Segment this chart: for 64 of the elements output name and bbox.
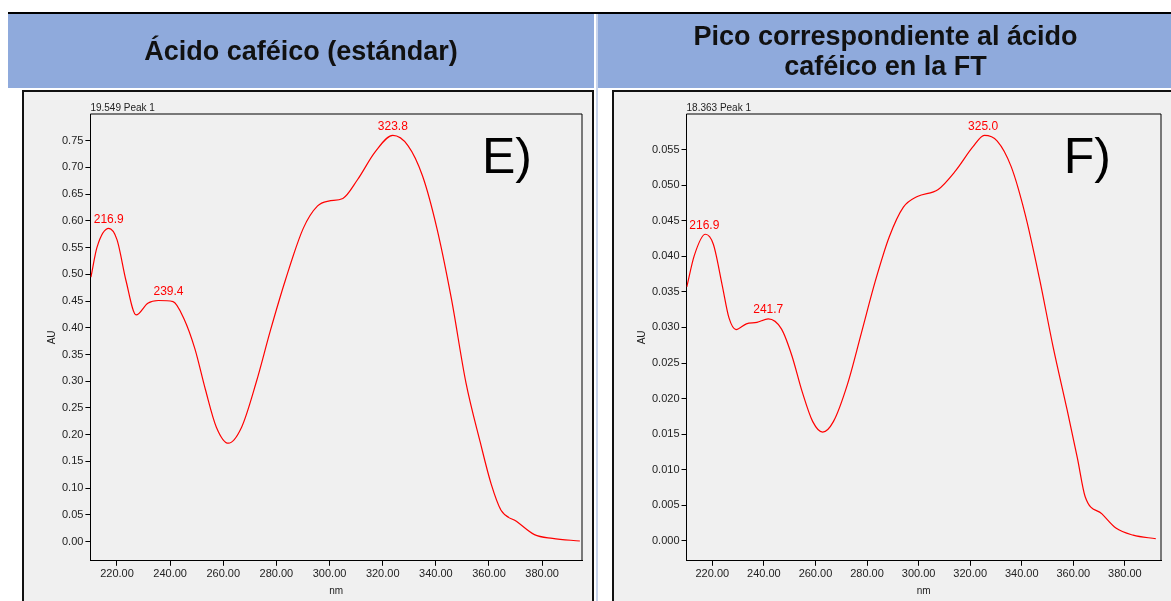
annotation: 325.0 <box>968 118 999 133</box>
x-tick-label: 220.00 <box>100 567 134 580</box>
x-tick-label: 320.00 <box>365 567 400 580</box>
x-tick-label: 360.00 <box>1056 567 1091 580</box>
x-tick-label: 280.00 <box>850 567 884 580</box>
y-tick-label: 0.025 <box>652 356 680 369</box>
x-tick-label: 300.00 <box>901 567 936 580</box>
x-tick-label: 280.00 <box>259 567 294 580</box>
x-tick-label: 360.00 <box>472 567 506 580</box>
y-tick-label: 0.005 <box>652 498 680 511</box>
chart-title: Pico correspondiente al ácido caféico en la FT <box>598 14 1171 88</box>
y-tick-label: 0.75 <box>61 133 84 146</box>
line-series <box>686 134 1157 540</box>
y-tick-label: 0.030 <box>652 320 680 333</box>
x-tick-label: 380.00 <box>525 567 559 580</box>
y-tick-label: 0.05 <box>61 507 84 520</box>
x-tick-label: 300.00 <box>312 567 347 580</box>
x-tick-label: 320.00 <box>953 567 988 580</box>
annotation: 216.9 <box>93 211 125 226</box>
y-tick-label: 0.15 <box>61 454 84 467</box>
annotation: 216.9 <box>689 217 720 232</box>
y-tick-label: 0.70 <box>61 160 84 173</box>
y-tick-label: 0.010 <box>652 462 680 475</box>
x-tick-label: 240.00 <box>747 567 781 580</box>
y-tick-label: 0.055 <box>652 142 680 155</box>
x-tick-label: 340.00 <box>1004 567 1039 580</box>
chart-subtitle: 19.549 Peak 1 <box>90 101 156 113</box>
y-tick-label: 0.35 <box>61 347 84 360</box>
y-tick-label: 0.65 <box>61 187 84 200</box>
y-tick-label: 0.045 <box>652 213 680 226</box>
y-tick-label: 0.10 <box>61 481 84 494</box>
y-tick-label: 0.000 <box>652 533 680 546</box>
y-tick-label: 0.30 <box>61 374 84 387</box>
x-tick-label: 220.00 <box>695 567 730 580</box>
x-tick-label: 240.00 <box>153 567 187 580</box>
y-tick-label: 0.035 <box>652 284 680 297</box>
x-axis-title: nm <box>916 584 931 596</box>
y-tick-label: 0.50 <box>61 267 84 280</box>
y-tick-label: 0.40 <box>61 320 84 333</box>
y-tick-label: 0.60 <box>61 213 84 226</box>
y-tick-label: 0.55 <box>61 240 84 253</box>
x-tick-label: 260.00 <box>206 567 241 580</box>
y-tick-label: 0.050 <box>652 178 680 191</box>
y-tick-label: 0.020 <box>652 391 680 404</box>
annotation: E) <box>482 127 532 184</box>
y-axis-title: AU <box>635 330 647 345</box>
x-tick-label: 380.00 <box>1108 567 1142 580</box>
annotation: 241.7 <box>753 302 784 317</box>
x-axis-title: nm <box>329 584 344 596</box>
y-tick-label: 0.00 <box>61 534 84 547</box>
annotation: F) <box>1063 127 1111 184</box>
annotation: 239.4 <box>153 283 184 298</box>
chart-title: Ácido caféico (estándar) <box>8 14 594 88</box>
y-tick-label: 0.45 <box>61 294 84 307</box>
y-tick-label: 0.015 <box>652 427 680 440</box>
y-tick-label: 0.040 <box>652 249 680 262</box>
y-tick-label: 0.20 <box>61 427 84 440</box>
y-tick-label: 0.25 <box>61 400 84 413</box>
y-axis-title: AU <box>45 330 57 345</box>
annotation: 323.8 <box>377 118 409 133</box>
x-tick-label: 260.00 <box>798 567 833 580</box>
line-series <box>90 134 581 542</box>
x-tick-label: 340.00 <box>419 567 453 580</box>
chart-subtitle: 18.363 Peak 1 <box>686 101 752 113</box>
